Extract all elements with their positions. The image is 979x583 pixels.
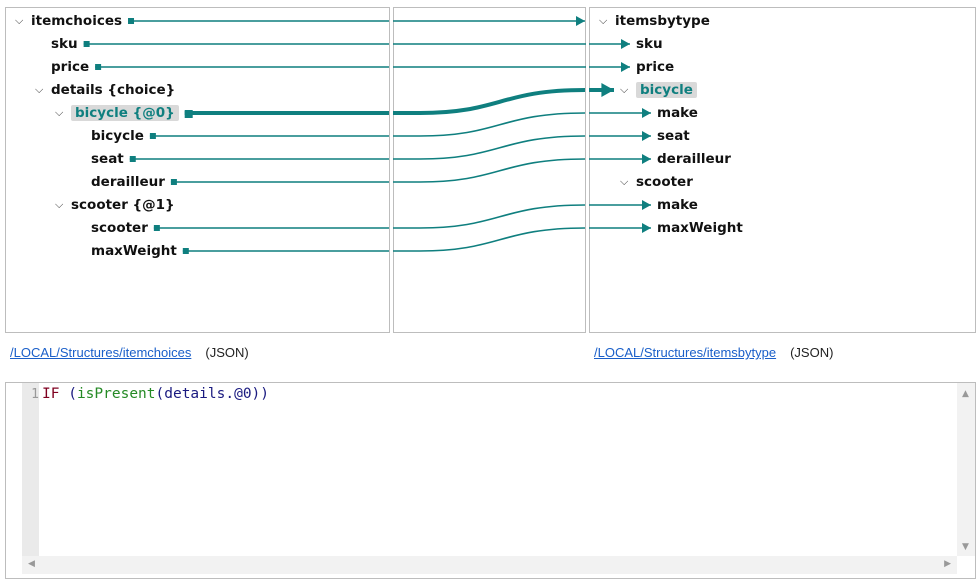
source-path: /LOCAL/Structures/itemchoices (JSON)	[10, 345, 249, 360]
node-label: make	[657, 105, 698, 121]
node-label: maxWeight	[91, 243, 177, 259]
node-label: scooter	[636, 174, 693, 190]
target-node[interactable]: derailleur	[657, 149, 731, 169]
node-label: price	[636, 59, 675, 75]
condition-editor[interactable]: 1 IF (isPresent(details.@0)) ▲ ▼ ◀ ▶	[5, 382, 976, 579]
scroll-up-icon[interactable]: ▲	[962, 389, 969, 399]
node-label: derailleur	[91, 174, 165, 190]
source-node[interactable]: ⌵ scooter {@1}	[55, 195, 175, 215]
mapping-panel	[393, 7, 586, 333]
scroll-left-icon[interactable]: ◀	[28, 559, 35, 569]
editor-gutter	[22, 383, 39, 556]
target-node[interactable]: ⌵ itemsbytype	[599, 11, 710, 31]
chevron-down-icon[interactable]: ⌵	[599, 14, 608, 27]
node-label: itemchoices	[31, 13, 123, 29]
target-node[interactable]: make	[657, 195, 698, 215]
chevron-down-icon[interactable]: ⌵	[55, 106, 64, 119]
source-node[interactable]: seat	[91, 149, 124, 169]
target-node[interactable]: price	[636, 57, 674, 77]
source-node[interactable]: price	[51, 57, 89, 77]
code-token: IF	[42, 386, 60, 402]
chevron-down-icon[interactable]: ⌵	[15, 14, 24, 27]
node-label: bicycle	[91, 128, 144, 144]
target-node[interactable]: ⌵ scooter	[620, 172, 693, 192]
target-node[interactable]: ⌵ bicycle	[620, 80, 697, 100]
node-label: derailleur	[657, 151, 731, 167]
node-label: sku	[636, 36, 663, 52]
source-node[interactable]: ⌵ itemchoices	[15, 11, 123, 31]
node-label: bicycle {@0}	[71, 105, 179, 121]
node-label: make	[657, 197, 698, 213]
node-label: sku	[51, 36, 78, 52]
target-tree-panel	[589, 7, 976, 333]
source-node[interactable]: ⌵ bicycle {@0}	[55, 103, 179, 123]
chevron-down-icon[interactable]: ⌵	[620, 175, 629, 188]
node-label: price	[51, 59, 90, 75]
code-token: (	[59, 386, 77, 402]
source-node[interactable]: scooter	[91, 218, 148, 238]
node-label: itemsbytype	[615, 13, 710, 29]
source-node[interactable]: maxWeight	[91, 241, 177, 261]
target-node[interactable]: maxWeight	[657, 218, 743, 238]
vertical-scrollbar[interactable]: ▲ ▼	[957, 383, 975, 556]
line-number: 1	[31, 387, 39, 402]
target-path-link[interactable]: /LOCAL/Structures/itemsbytype	[594, 345, 777, 360]
target-path: /LOCAL/Structures/itemsbytype (JSON)	[594, 345, 833, 360]
scroll-right-icon[interactable]: ▶	[944, 559, 951, 569]
target-node[interactable]: sku	[636, 34, 663, 54]
code-token: (details.@0))	[155, 386, 270, 402]
code-token: isPresent	[76, 386, 156, 402]
source-node[interactable]: derailleur	[91, 172, 165, 192]
source-path-link[interactable]: /LOCAL/Structures/itemchoices	[10, 345, 192, 360]
source-node[interactable]: bicycle	[91, 126, 144, 146]
chevron-down-icon[interactable]: ⌵	[55, 198, 64, 211]
source-tree-panel	[5, 7, 390, 333]
node-label: scooter	[91, 220, 148, 236]
source-node[interactable]: sku	[51, 34, 78, 54]
chevron-down-icon[interactable]: ⌵	[35, 83, 44, 96]
node-label: maxWeight	[657, 220, 743, 236]
node-label: details {choice}	[51, 82, 176, 98]
target-node[interactable]: seat	[657, 126, 690, 146]
node-label: scooter {@1}	[71, 197, 175, 213]
target-node[interactable]: make	[657, 103, 698, 123]
target-type: (JSON)	[790, 345, 834, 360]
scroll-down-icon[interactable]: ▼	[962, 542, 969, 552]
node-label: bicycle	[636, 82, 697, 98]
code-line[interactable]: IF (isPresent(details.@0))	[42, 386, 269, 402]
horizontal-scrollbar[interactable]: ◀ ▶	[22, 556, 957, 574]
node-label: seat	[657, 128, 690, 144]
source-node[interactable]: ⌵ details {choice}	[35, 80, 176, 100]
source-type: (JSON)	[205, 345, 249, 360]
chevron-down-icon[interactable]: ⌵	[620, 83, 629, 96]
node-label: seat	[91, 151, 124, 167]
